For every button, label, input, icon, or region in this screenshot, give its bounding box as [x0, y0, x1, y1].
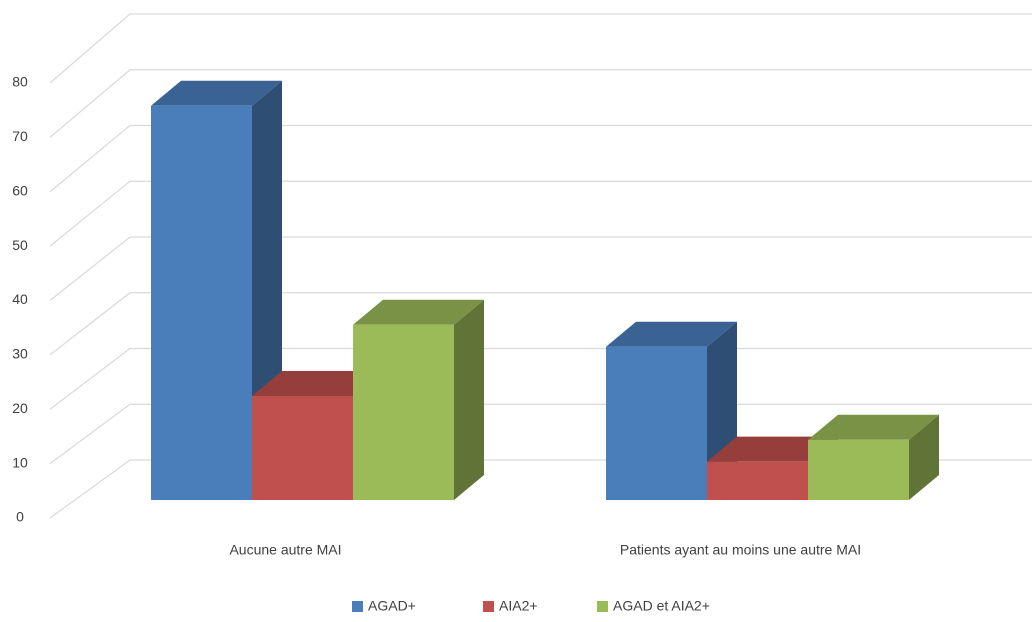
bar: [353, 324, 454, 500]
legend-label: AGAD et AIA2+: [613, 598, 710, 614]
legend-swatch: [483, 601, 494, 612]
bar-side: [909, 414, 939, 500]
x-tick-label: Aucune autre MAI: [229, 542, 341, 558]
bar-top: [808, 414, 939, 440]
y-tick-label: 30: [12, 346, 28, 362]
legend-swatch: [352, 601, 363, 612]
x-tick-label: Patients ayant au moins une autre MAI: [620, 542, 861, 558]
grid-line: [49, 292, 1032, 356]
bar-top: [252, 370, 383, 396]
bar-top: [151, 80, 282, 106]
grid-line: [49, 124, 1032, 193]
bar-top: [606, 321, 737, 347]
grid-line: [49, 13, 1032, 84]
grid-line: [49, 180, 1032, 247]
bar: [252, 395, 353, 500]
y-tick-label: 0: [16, 509, 24, 525]
y-tick-label: 10: [12, 454, 28, 470]
bar: [707, 461, 808, 500]
y-tick-label: 20: [12, 400, 28, 416]
bar: [606, 346, 707, 500]
y-tick-label: 80: [12, 74, 28, 90]
bar-top: [353, 299, 484, 325]
y-tick-label: 40: [12, 291, 28, 307]
bar: [808, 439, 909, 500]
y-tick-label: 60: [12, 182, 28, 198]
y-tick-label: 50: [12, 237, 28, 253]
legend-label: AIA2+: [499, 598, 538, 614]
bar-side: [454, 299, 484, 500]
y-tick-label: 70: [12, 128, 28, 144]
legend-label: AGAD+: [368, 598, 416, 614]
legend-swatch: [597, 601, 608, 612]
bar: [151, 105, 252, 501]
grid-line: [49, 69, 1032, 138]
grid-line: [49, 236, 1032, 301]
bar-top: [707, 436, 838, 462]
